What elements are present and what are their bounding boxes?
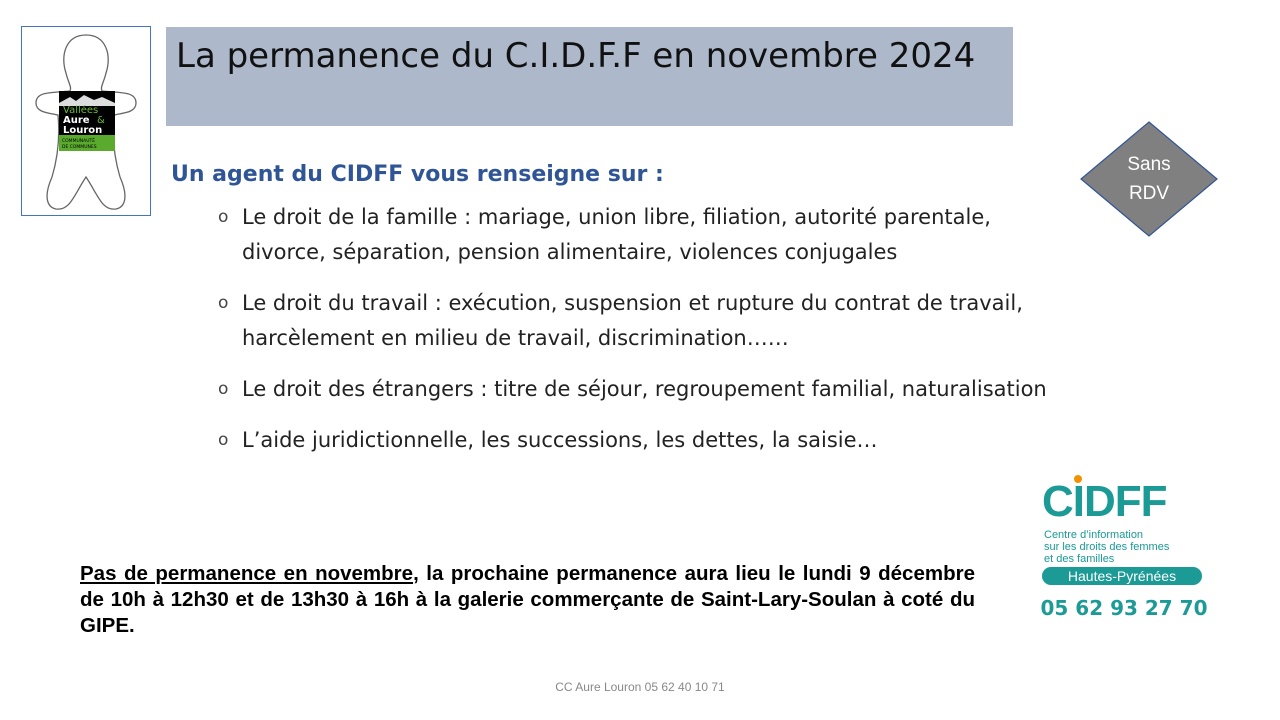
list-item-text: L’aide juridictionnelle, les successions… <box>242 428 878 452</box>
bullet-icon: o <box>218 207 229 227</box>
subtitle: Un agent du CIDFF vous renseigne sur : <box>171 162 664 187</box>
notice-underlined: Pas de permanence en novembre <box>80 562 414 585</box>
cidff-phone: 05 62 93 27 70 <box>1040 596 1207 620</box>
cidff-logo: CIDFF Centre d’information sur les droit… <box>1038 472 1218 627</box>
page-title: La permanence du C.I.D.F.F en novembre 2… <box>176 36 976 76</box>
list-item-text: Le droit des étrangers : titre de séjour… <box>242 377 1047 401</box>
list-item: o L’aide juridictionnelle, les succession… <box>218 423 1048 458</box>
cidff-desc: Centre d’information <box>1044 529 1143 541</box>
list-item: o Le droit du travail : exécution, suspen… <box>218 286 1048 356</box>
bullet-icon: o <box>218 379 229 399</box>
badge-line: Sans <box>1127 154 1171 175</box>
logo-text: DE COMMUNES <box>62 144 97 150</box>
bullet-icon: o <box>218 293 229 313</box>
badge-text: Sans RDV <box>1080 150 1218 208</box>
vallees-aure-louron-logo: Vallées Aure & Louron COMMUNAUTÉ DE COMM… <box>21 26 151 216</box>
list-item-text: Le droit du travail : exécution, suspens… <box>242 291 1023 350</box>
logo-text: Louron <box>63 125 102 136</box>
title-banner: La permanence du C.I.D.F.F en novembre 2… <box>166 27 1013 126</box>
next-session-notice: Pas de permanence en novembre, la procha… <box>80 561 975 639</box>
list-item-text: Le droit de la famille : mariage, union … <box>242 205 991 264</box>
diamond-badge <box>1080 121 1218 237</box>
cidff-region: Hautes-Pyrénées <box>1068 568 1176 584</box>
logo-text: & <box>97 115 105 126</box>
bullet-icon: o <box>218 430 229 450</box>
cidff-name: CIDFF <box>1042 477 1167 526</box>
list-item: o Le droit des étrangers : titre de séjou… <box>218 372 1048 407</box>
footer: CC Aure Louron 05 62 40 10 71 <box>555 680 725 694</box>
logo-text: Aure <box>63 115 90 126</box>
cidff-desc: et des familles <box>1044 553 1115 565</box>
cidff-desc: sur les droits des femmes <box>1044 541 1170 553</box>
logo-text: Vallées <box>63 104 98 116</box>
notice-text: , la prochaine permanence aura lieu le l… <box>80 562 975 637</box>
topics-list: o Le droit de la famille : mariage, union… <box>218 200 1048 474</box>
list-item: o Le droit de la famille : mariage, union… <box>218 200 1048 270</box>
logo-text: COMMUNAUTÉ <box>62 136 95 144</box>
badge-line: RDV <box>1128 183 1170 204</box>
